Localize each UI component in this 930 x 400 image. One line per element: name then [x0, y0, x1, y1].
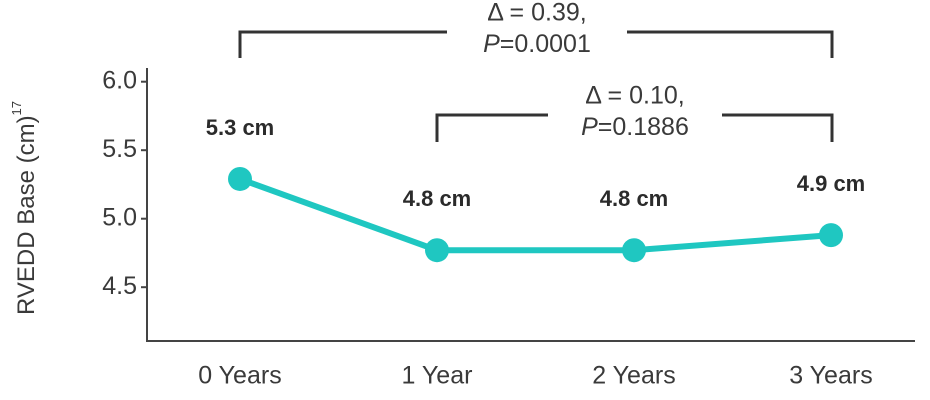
annotation-delta: Δ = 0.10,: [585, 82, 684, 110]
value-label: 4.9 cm: [797, 171, 866, 196]
y-tick-label: 6.0: [102, 66, 137, 94]
y-tick-label: 4.5: [102, 272, 137, 300]
series-line: [238, 176, 832, 254]
point: [819, 223, 843, 248]
x-tick-label: 1 Year: [402, 362, 473, 390]
annotation-p: P=0.0001: [483, 30, 591, 58]
x-tick-label: 0 Years: [198, 362, 281, 390]
y-axis-label-text: RVEDD Base (cm): [13, 115, 40, 315]
value-label: 4.8 cm: [600, 186, 669, 211]
bracket: [435, 113, 548, 142]
y-tick-label: 5.5: [102, 135, 137, 163]
value-label: 4.8 cm: [403, 186, 472, 211]
p-symbol: P: [581, 113, 598, 141]
annotation-p: P=0.1886: [581, 113, 689, 141]
bracket: [627, 30, 834, 58]
p-value: =0.1886: [598, 113, 689, 141]
bracket: [238, 30, 447, 58]
point: [622, 238, 646, 263]
p-value: =0.0001: [500, 30, 591, 58]
x-tick-label: 3 Years: [789, 362, 872, 390]
y-axis-label-superscript: 17: [9, 101, 24, 115]
annotation-delta: Δ = 0.39,: [487, 0, 586, 27]
value-label: 5.3 cm: [206, 115, 275, 140]
y-tick-label: 5.0: [102, 203, 137, 231]
bracket: [722, 113, 834, 142]
point: [228, 166, 252, 191]
point: [425, 238, 449, 263]
p-symbol: P: [483, 30, 500, 58]
y-axis-label: RVEDD Base (cm)17: [9, 101, 40, 315]
x-tick-label: 2 Years: [592, 362, 675, 390]
